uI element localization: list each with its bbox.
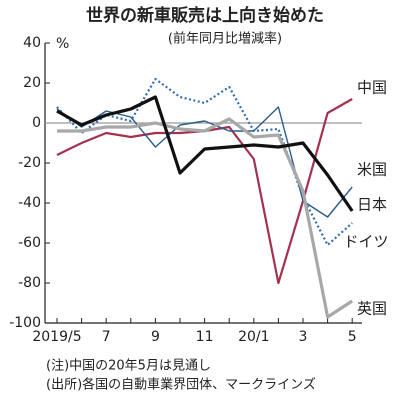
y-tick-label: -20 [18, 155, 41, 171]
line-series [56, 95, 354, 212]
series-label: 日本 [357, 196, 387, 214]
series-label: 米国 [357, 161, 387, 179]
x-tick-label: 2019/5 [32, 329, 81, 345]
y-tick-label: 20 [23, 75, 41, 91]
y-tick-label: 40 [23, 35, 41, 51]
y-tick-label: 0 [32, 115, 41, 131]
line-series [56, 106, 353, 218]
y-tick-label: -40 [18, 195, 41, 211]
x-tick-label: 5 [348, 329, 357, 345]
y-tick-label: -60 [18, 235, 41, 251]
x-tick-label: 20/1 [238, 329, 269, 345]
x-tick-label: 3 [299, 329, 308, 345]
y-unit: % [56, 36, 69, 52]
series-label: ドイツ [343, 233, 388, 251]
note: (注)中国の20年5月は見通し [46, 359, 211, 374]
y-tick-label: -100 [9, 315, 41, 331]
x-tick-label: 9 [151, 329, 160, 345]
note: (出所)各国の自動車業界団体、マークラインズ [46, 377, 316, 393]
chart-title: 世界の新車販売は上向き始めた [86, 5, 324, 26]
series-label: 中国 [357, 79, 387, 97]
line-series [57, 117, 354, 319]
x-tick-label: 11 [196, 329, 214, 345]
series-label: 英国 [357, 300, 387, 318]
x-tick-label: 7 [102, 329, 111, 345]
y-tick-label: -80 [18, 275, 41, 291]
chart-subtitle: (前年同月比増減率) [168, 31, 282, 47]
